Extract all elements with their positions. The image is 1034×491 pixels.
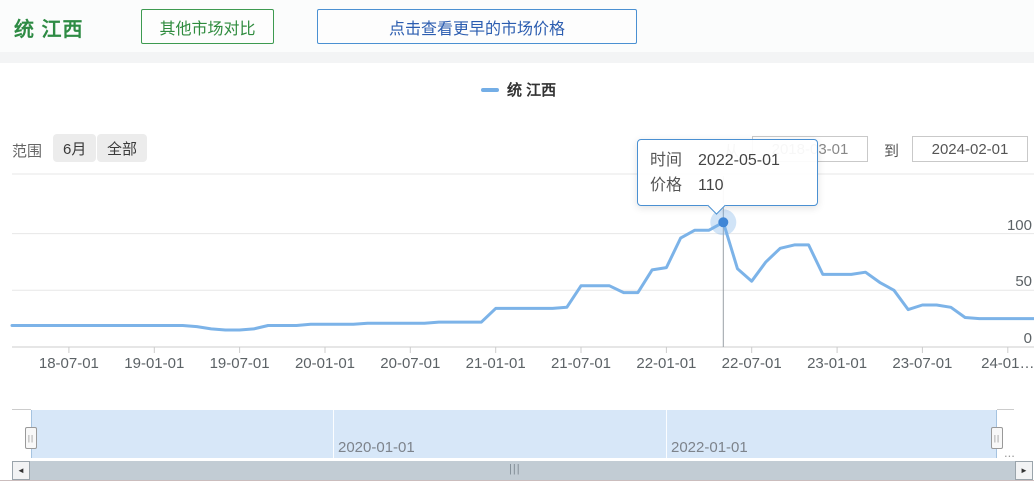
x-axis-label: 24-01… xyxy=(981,355,1034,372)
chart-tooltip: 时间 2022-05-01 价格 110 xyxy=(637,139,818,215)
datazoom-tick-label: 2022-01-01 xyxy=(671,439,748,456)
range-option-all[interactable]: 全部 xyxy=(97,134,148,162)
x-axis-label: 19-07-01 xyxy=(209,355,270,372)
datazoom-tick-label: 2020-01-01 xyxy=(338,439,415,456)
range-option-6months[interactable]: 6月 xyxy=(53,134,97,162)
legend-line-icon xyxy=(481,88,499,92)
date-to-input[interactable] xyxy=(912,136,1028,162)
x-axis-label: 22-07-01 xyxy=(721,355,782,372)
x-axis-label: 23-07-01 xyxy=(892,355,953,372)
x-axis-label: 20-01-01 xyxy=(294,355,356,372)
page-title: 统 江西 xyxy=(14,19,84,41)
scroll-left-icon: ◄ xyxy=(17,466,25,475)
y-axis-label: 50 xyxy=(1015,273,1032,291)
x-axis-label: 19-01-01 xyxy=(124,355,185,372)
scrollbar-grip-icon[interactable]: ||| xyxy=(509,463,521,475)
datazoom-gridline xyxy=(333,410,334,458)
datazoom-rail-right xyxy=(997,409,1014,410)
tooltip-time-value: 2022-05-01 xyxy=(698,152,780,169)
compare-markets-button[interactable]: 其他市场对比 xyxy=(141,9,274,44)
datazoom-gridline xyxy=(666,410,667,458)
legend-label: 统 江西 xyxy=(507,82,557,99)
datazoom-overflow-label: ... xyxy=(1004,445,1015,460)
range-label: 范围 xyxy=(12,143,43,160)
datazoom-rail-left xyxy=(12,409,31,410)
scroll-right-button[interactable]: ► xyxy=(1015,461,1033,480)
datazoom-right-handle[interactable]: || xyxy=(991,427,1003,449)
x-axis-label: 22-01-01 xyxy=(636,355,697,372)
x-axis-label: 23-01-01 xyxy=(807,355,868,372)
x-axis-label: 18-07-01 xyxy=(38,355,99,372)
horizontal-scrollbar[interactable]: ◄ ► ||| xyxy=(0,460,1034,481)
header-divider xyxy=(0,52,1034,63)
chart-legend[interactable]: 统 江西 xyxy=(481,79,556,100)
tooltip-price-value: 110 xyxy=(698,177,724,194)
y-axis-label: 0 xyxy=(1023,330,1032,347)
x-axis-label: 20-07-01 xyxy=(380,355,441,372)
datazoom-left-handle[interactable]: || xyxy=(25,427,37,449)
tooltip-time-label: 时间 xyxy=(650,152,683,169)
price-line-chart[interactable]: 18-07-01 19-01-01 19-07-01 20-01-01 20-07-01… xyxy=(0,0,1034,420)
x-axis-label: 21-01-01 xyxy=(465,355,526,372)
view-earlier-prices-button[interactable]: 点击查看更早的市场价格 xyxy=(317,9,637,44)
datazoom-selected-range[interactable] xyxy=(31,410,997,458)
scroll-left-button[interactable]: ◄ xyxy=(12,461,30,480)
tooltip-price-label: 价格 xyxy=(650,177,683,194)
scroll-right-icon: ► xyxy=(1020,466,1028,475)
y-axis-label: 100 xyxy=(1006,216,1032,234)
scrollbar-track[interactable] xyxy=(12,461,1033,480)
date-to-label: 到 xyxy=(884,143,900,160)
x-axis-label: 21-07-01 xyxy=(550,355,612,372)
